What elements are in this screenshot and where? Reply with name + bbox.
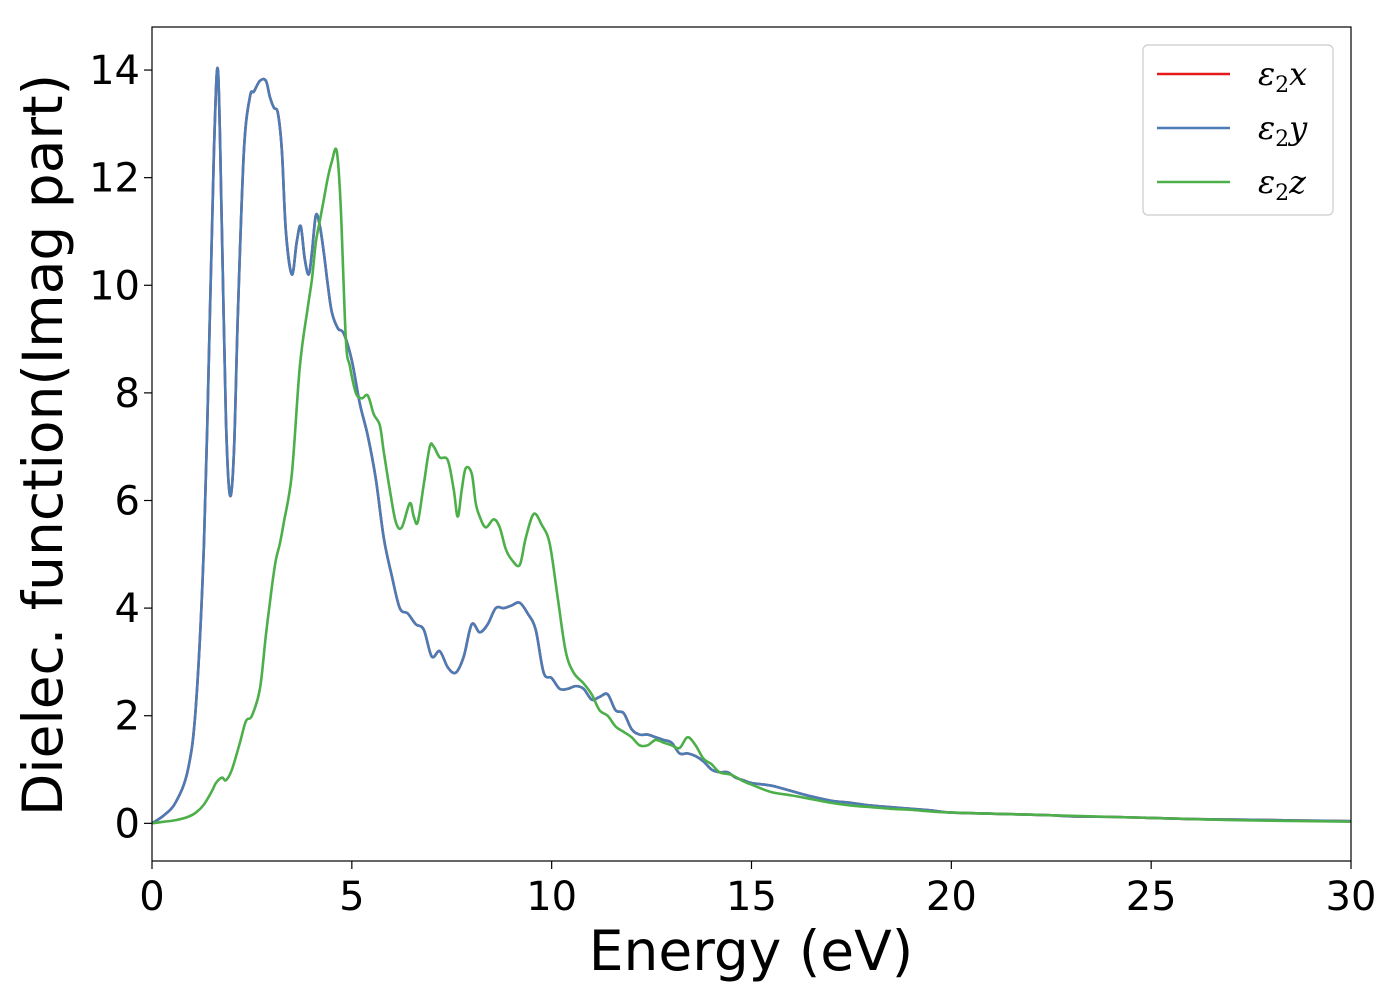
x-tick-label: 10	[526, 874, 577, 920]
series-layer	[152, 66, 1351, 825]
x-axis-ticks: 0 5 10 15 20 25 30	[139, 861, 1376, 920]
y-axis-title: Dielec. function(Imag part)	[11, 74, 75, 816]
x-tick-label: 15	[726, 874, 777, 920]
x-tick-label: 25	[1126, 874, 1177, 920]
legend-label-y: ε2y	[1258, 109, 1308, 152]
x-axis-title: Energy (eV)	[589, 919, 913, 983]
y-tick-label: 12	[89, 156, 140, 202]
legend-box	[1142, 44, 1334, 216]
y-tick-label: 2	[115, 694, 140, 740]
y-tick-label: 10	[89, 263, 140, 309]
y-tick-label: 8	[115, 371, 140, 417]
y-tick-label: 4	[115, 586, 140, 632]
x-tick-label: 20	[926, 874, 977, 920]
x-tick-label: 30	[1326, 874, 1377, 920]
legend-label-z: ε2z	[1258, 163, 1307, 206]
y-tick-label: 6	[115, 478, 140, 524]
y-tick-label: 0	[115, 801, 140, 847]
y-tick-label: 14	[89, 48, 140, 94]
legend-label-x: ε2x	[1258, 55, 1307, 98]
x-tick-label: 5	[339, 874, 364, 920]
series-line-z	[152, 147, 1351, 825]
legend: ε2x ε2y ε2z	[1142, 44, 1334, 216]
series-line-y	[152, 66, 1351, 825]
x-tick-label: 0	[139, 874, 164, 920]
y-axis-ticks: 0 2 4 6 8 10 12 14	[89, 48, 152, 847]
